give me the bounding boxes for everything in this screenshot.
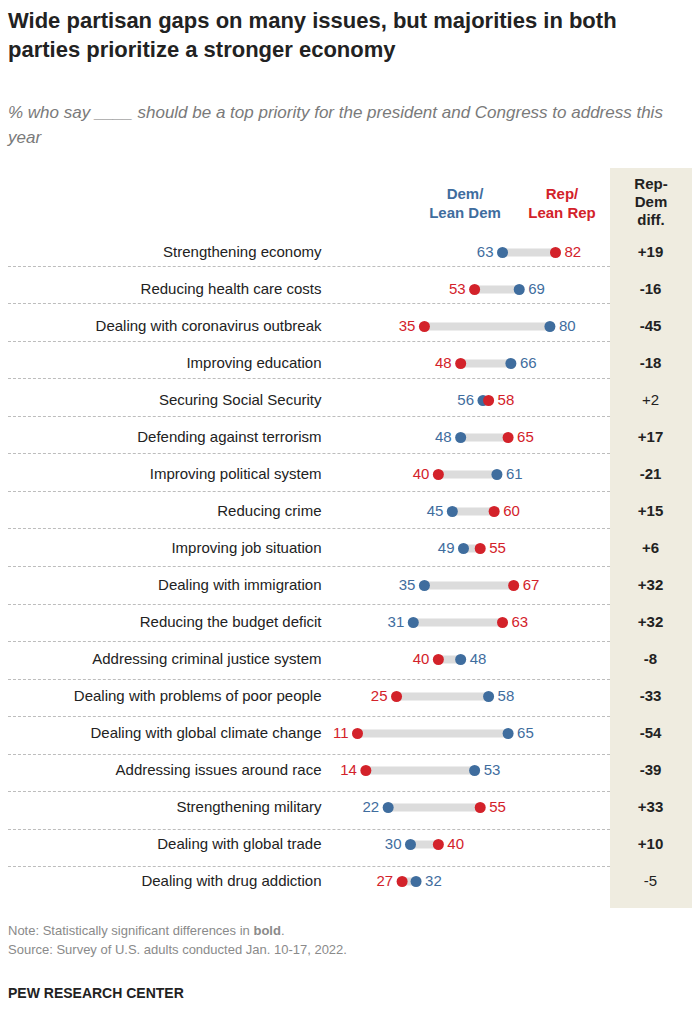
svg-text:14: 14	[340, 761, 357, 778]
svg-text:53: 53	[449, 280, 466, 297]
svg-text:55: 55	[489, 539, 506, 556]
svg-text:Dealing with drug addiction: Dealing with drug addiction	[141, 872, 321, 889]
svg-text:+2: +2	[642, 391, 659, 408]
svg-text:60: 60	[503, 502, 520, 519]
html-text:Wide partisan gaps on many iss: Wide partisan gaps on many issues, but m…	[8, 8, 617, 62]
html-text:Source: Survey of U.S. adults: Source: Survey of U.S. adults conducted …	[8, 942, 347, 957]
svg-text:56: 56	[457, 391, 474, 408]
svg-text:32: 32	[425, 872, 442, 889]
svg-text:11: 11	[333, 724, 349, 741]
svg-text:Addressing criminal justice sy: Addressing criminal justice system	[92, 650, 321, 667]
svg-text:48: 48	[435, 354, 452, 371]
svg-text:65: 65	[517, 428, 534, 445]
svg-text:Dealing with global trade: Dealing with global trade	[157, 835, 321, 852]
svg-text:67: 67	[523, 576, 540, 593]
svg-text:Reducing the budget deficit: Reducing the budget deficit	[140, 613, 323, 630]
html-text:Dem/ Lean Dem: Dem/ Lean Dem	[429, 185, 501, 221]
svg-text:48: 48	[470, 650, 487, 667]
svg-text:+10: +10	[638, 835, 663, 852]
svg-text:63: 63	[512, 613, 529, 630]
svg-text:27: 27	[376, 872, 393, 889]
svg-text:82: 82	[565, 243, 582, 260]
svg-text:61: 61	[506, 465, 523, 482]
svg-text:Reducing health care costs: Reducing health care costs	[141, 280, 322, 297]
svg-text:-5: -5	[644, 872, 657, 889]
svg-text:Dealing with coronavirus outbr: Dealing with coronavirus outbreak	[96, 317, 322, 334]
svg-text:40: 40	[447, 835, 464, 852]
html-text:PEW RESEARCH CENTER: PEW RESEARCH CENTER	[8, 985, 184, 1001]
svg-text:40: 40	[413, 650, 430, 667]
svg-text:80: 80	[559, 317, 576, 334]
svg-text:35: 35	[399, 317, 416, 334]
svg-text:69: 69	[528, 280, 545, 297]
svg-text:22: 22	[362, 798, 379, 815]
svg-text:66: 66	[520, 354, 537, 371]
svg-text:Dealing with global climate ch: Dealing with global climate change	[91, 724, 322, 741]
svg-text:-18: -18	[640, 354, 662, 371]
svg-text:31: 31	[388, 613, 405, 630]
svg-text:Reducing crime: Reducing crime	[217, 502, 321, 519]
svg-text:+32: +32	[638, 576, 663, 593]
svg-text:-33: -33	[640, 687, 662, 704]
html-text:Note: Statistically significan: Note: Statistically significant differen…	[8, 923, 285, 938]
svg-text:+15: +15	[638, 502, 663, 519]
html-text:Rep-Dem diff.: Rep-Dem diff.	[634, 175, 668, 228]
svg-text:-45: -45	[640, 317, 662, 334]
svg-text:65: 65	[517, 724, 534, 741]
svg-text:63: 63	[477, 243, 494, 260]
svg-text:-16: -16	[640, 280, 662, 297]
svg-text:Dealing with immigration: Dealing with immigration	[158, 576, 321, 593]
svg-text:25: 25	[371, 687, 388, 704]
svg-text:53: 53	[484, 761, 501, 778]
svg-text:-39: -39	[640, 761, 662, 778]
svg-text:Improving job situation: Improving job situation	[171, 539, 321, 556]
svg-text:+6: +6	[642, 539, 659, 556]
svg-text:+19: +19	[638, 243, 663, 260]
svg-text:-21: -21	[640, 465, 662, 482]
svg-text:-8: -8	[644, 650, 657, 667]
svg-text:40: 40	[413, 465, 430, 482]
svg-text:48: 48	[435, 428, 452, 445]
svg-text:+17: +17	[638, 428, 663, 445]
svg-text:Securing Social Security: Securing Social Security	[159, 391, 322, 408]
svg-text:58: 58	[498, 391, 515, 408]
svg-text:45: 45	[427, 502, 444, 519]
svg-text:Addressing issues around race: Addressing issues around race	[116, 761, 322, 778]
svg-text:+33: +33	[638, 798, 663, 815]
svg-text:30: 30	[385, 835, 402, 852]
svg-text:+32: +32	[638, 613, 663, 630]
svg-text:Improving political system: Improving political system	[150, 465, 322, 482]
html-text:% who say ____ should be a top: % who say ____ should be a top priority …	[8, 103, 663, 147]
svg-text:49: 49	[438, 539, 455, 556]
html-text:Rep/ Lean Rep: Rep/ Lean Rep	[528, 185, 596, 221]
svg-text:35: 35	[399, 576, 416, 593]
svg-text:55: 55	[489, 798, 506, 815]
svg-text:Strengthening economy: Strengthening economy	[163, 243, 322, 260]
svg-text:-54: -54	[640, 724, 662, 741]
svg-text:Improving education: Improving education	[186, 354, 321, 371]
svg-text:58: 58	[498, 687, 515, 704]
svg-text:Dealing with problems of poor: Dealing with problems of poor people	[74, 687, 322, 704]
svg-text:Strengthening military: Strengthening military	[176, 798, 322, 815]
svg-text:Defending against terrorism: Defending against terrorism	[137, 428, 321, 445]
